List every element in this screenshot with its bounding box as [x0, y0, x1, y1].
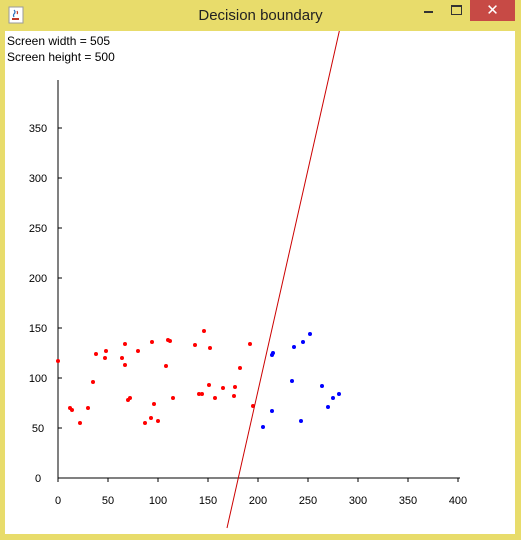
- class-a-point: [221, 386, 225, 390]
- class-b-point: [331, 396, 335, 400]
- class-a-point: [86, 406, 90, 410]
- class-a-point: [120, 356, 124, 360]
- class-a-point: [123, 363, 127, 367]
- y-tick-label: 300: [29, 173, 47, 185]
- decision-boundary-plot: 0 50 100 150 200 250 300 350 400 0 50 100 150 200 250 3…: [29, 31, 467, 529]
- java-coffee-icon-graphic: [8, 6, 24, 24]
- class-b-point: [301, 340, 305, 344]
- x-tick-label: 300: [349, 495, 367, 507]
- x-tick-label: 200: [249, 495, 267, 507]
- axes: 0 50 100 150 200 250 300 350 400 0 50 100 150 200 250 3…: [29, 80, 467, 507]
- class-a-point: [156, 419, 160, 423]
- y-tick-label: 250: [29, 223, 47, 235]
- class-a-point: [207, 383, 211, 387]
- title-bar[interactable]: Decision boundary ✕: [0, 0, 521, 31]
- window-title: Decision boundary: [198, 7, 323, 24]
- class-b-point: [271, 351, 275, 355]
- x-tick-label: 0: [55, 495, 61, 507]
- class-a-point: [152, 402, 156, 406]
- class-a-point: [202, 329, 206, 333]
- class-a-point: [123, 342, 127, 346]
- class-b-point: [270, 409, 274, 413]
- class-a-point: [168, 339, 172, 343]
- x-tick-label: 250: [299, 495, 317, 507]
- minimize-button[interactable]: [416, 0, 443, 21]
- class-a-point: [248, 342, 252, 346]
- class-b-point: [290, 379, 294, 383]
- class-b-point: [308, 332, 312, 336]
- y-tick-label: 0: [35, 473, 41, 485]
- decision-boundary: [226, 31, 340, 529]
- y-tick-label: 150: [29, 323, 47, 335]
- class-a-point: [213, 396, 217, 400]
- class-b-point: [337, 392, 341, 396]
- class-a-point: [208, 346, 212, 350]
- close-icon: ✕: [486, 1, 499, 19]
- y-tick-label: 200: [29, 273, 47, 285]
- class-a-point: [104, 349, 108, 353]
- y-tick-label: 350: [29, 123, 47, 135]
- class-a-point: [171, 396, 175, 400]
- data-points: [56, 329, 341, 429]
- close-button[interactable]: ✕: [470, 0, 515, 21]
- class-a-point: [91, 380, 95, 384]
- class-a-point: [103, 356, 107, 360]
- class-a-point: [70, 408, 74, 412]
- boundary-line: [226, 31, 340, 529]
- x-tick-label: 350: [399, 495, 417, 507]
- class-b-point: [326, 405, 330, 409]
- class-a-point: [136, 349, 140, 353]
- y-tick-label: 50: [32, 423, 44, 435]
- x-tick-label: 100: [149, 495, 167, 507]
- maximize-button[interactable]: [443, 0, 470, 21]
- minimize-icon: [424, 11, 433, 13]
- class-a-point: [78, 421, 82, 425]
- class-a-point: [164, 364, 168, 368]
- class-b-point: [320, 384, 324, 388]
- y-tick-label: 100: [29, 373, 47, 385]
- class-a-point: [149, 416, 153, 420]
- class-a-point: [238, 366, 242, 370]
- class-b-point: [261, 425, 265, 429]
- class-a-point: [143, 421, 147, 425]
- screen-width-label: Screen width = 505: [7, 34, 111, 48]
- class-a-point: [150, 340, 154, 344]
- class-a-point: [233, 385, 237, 389]
- class-a-point: [128, 396, 132, 400]
- x-tick-label: 50: [102, 495, 114, 507]
- class-b-point: [292, 345, 296, 349]
- canvas-area: Screen width = 505 Screen height = 500 0…: [5, 31, 515, 534]
- x-tick-label: 400: [449, 495, 467, 507]
- class-a-point: [232, 394, 236, 398]
- x-tick-label: 150: [199, 495, 217, 507]
- class-a-point: [94, 352, 98, 356]
- class-a-point: [200, 392, 204, 396]
- maximize-icon: [451, 5, 462, 15]
- class-b-point: [299, 419, 303, 423]
- class-a-point: [56, 359, 60, 363]
- java-coffee-icon[interactable]: [8, 6, 24, 24]
- class-a-point: [193, 343, 197, 347]
- screen-height-label: Screen height = 500: [7, 50, 115, 64]
- class-a-point: [197, 392, 201, 396]
